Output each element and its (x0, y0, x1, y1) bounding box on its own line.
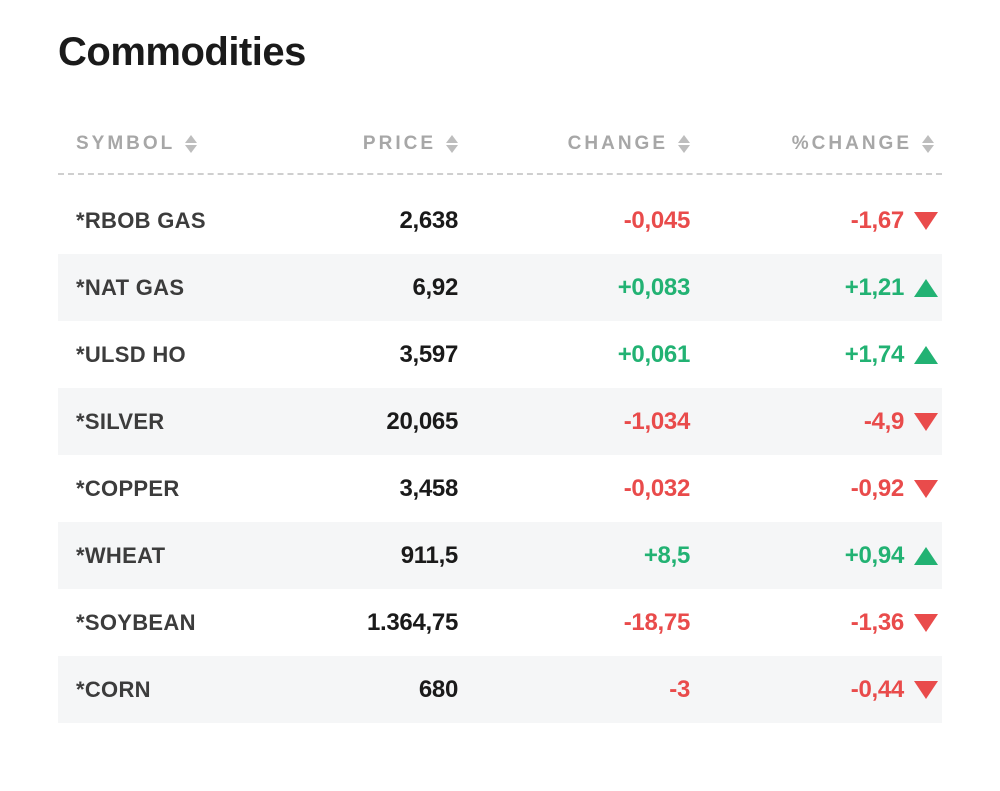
sort-icon (922, 135, 934, 153)
cell-pct-change: +1,74 (704, 341, 904, 369)
cell-change: -18,75 (472, 609, 704, 637)
cell-pct-change: -0,92 (704, 475, 904, 503)
arrow-down-icon (914, 480, 938, 498)
cell-direction (904, 614, 942, 632)
cell-symbol: *SILVER (58, 409, 296, 435)
cell-symbol: *COPPER (58, 476, 296, 502)
cell-pct-change: -0,44 (704, 676, 904, 704)
cell-pct-change: -4,9 (704, 408, 904, 436)
cell-change: +0,061 (472, 341, 704, 369)
cell-price: 680 (296, 676, 472, 704)
header-symbol-label: SYMBOL (76, 133, 175, 155)
cell-direction (904, 547, 942, 565)
cell-symbol: *ULSD HO (58, 342, 296, 368)
arrow-up-icon (914, 346, 938, 364)
table-row[interactable]: *SOYBEAN1.364,75-18,75-1,36 (58, 589, 942, 656)
cell-symbol: *NAT GAS (58, 275, 296, 301)
header-pct-change[interactable]: %CHANGE (704, 133, 942, 155)
arrow-down-icon (914, 413, 938, 431)
cell-price: 1.364,75 (296, 609, 472, 637)
cell-direction (904, 681, 942, 699)
cell-symbol: *RBOB GAS (58, 208, 296, 234)
table-row[interactable]: *WHEAT911,5+8,5+0,94 (58, 522, 942, 589)
table-row[interactable]: *NAT GAS6,92+0,083+1,21 (58, 254, 942, 321)
header-price-label: PRICE (363, 133, 436, 155)
cell-change: -3 (472, 676, 704, 704)
cell-direction (904, 413, 942, 431)
arrow-down-icon (914, 614, 938, 632)
header-symbol[interactable]: SYMBOL (58, 133, 296, 155)
table-header-row: SYMBOL PRICE CHANGE %CHANGE (58, 133, 942, 175)
cell-direction (904, 212, 942, 230)
commodities-table: SYMBOL PRICE CHANGE %CHANGE (58, 133, 942, 723)
page-title: Commodities (58, 30, 942, 75)
sort-icon (446, 135, 458, 153)
table-row[interactable]: *CORN680-3-0,44 (58, 656, 942, 723)
cell-change: +0,083 (472, 274, 704, 302)
cell-price: 6,92 (296, 274, 472, 302)
cell-price: 2,638 (296, 207, 472, 235)
cell-price: 911,5 (296, 542, 472, 570)
cell-change: -0,045 (472, 207, 704, 235)
table-row[interactable]: *RBOB GAS2,638-0,045-1,67 (58, 187, 942, 254)
arrow-up-icon (914, 279, 938, 297)
table-row[interactable]: *SILVER20,065-1,034-4,9 (58, 388, 942, 455)
cell-price: 3,597 (296, 341, 472, 369)
cell-price: 20,065 (296, 408, 472, 436)
cell-direction (904, 480, 942, 498)
header-change[interactable]: CHANGE (472, 133, 704, 155)
cell-change: -0,032 (472, 475, 704, 503)
arrow-up-icon (914, 547, 938, 565)
table-row[interactable]: *COPPER3,458-0,032-0,92 (58, 455, 942, 522)
header-price[interactable]: PRICE (296, 133, 472, 155)
arrow-down-icon (914, 212, 938, 230)
header-pct-change-label: %CHANGE (792, 133, 912, 155)
cell-direction (904, 346, 942, 364)
cell-pct-change: -1,67 (704, 207, 904, 235)
sort-icon (185, 135, 197, 153)
cell-symbol: *WHEAT (58, 543, 296, 569)
header-change-label: CHANGE (568, 133, 668, 155)
cell-change: -1,034 (472, 408, 704, 436)
cell-direction (904, 279, 942, 297)
cell-symbol: *SOYBEAN (58, 610, 296, 636)
sort-icon (678, 135, 690, 153)
cell-price: 3,458 (296, 475, 472, 503)
table-row[interactable]: *ULSD HO3,597+0,061+1,74 (58, 321, 942, 388)
cell-pct-change: -1,36 (704, 609, 904, 637)
arrow-down-icon (914, 681, 938, 699)
cell-change: +8,5 (472, 542, 704, 570)
cell-pct-change: +1,21 (704, 274, 904, 302)
cell-pct-change: +0,94 (704, 542, 904, 570)
cell-symbol: *CORN (58, 677, 296, 703)
